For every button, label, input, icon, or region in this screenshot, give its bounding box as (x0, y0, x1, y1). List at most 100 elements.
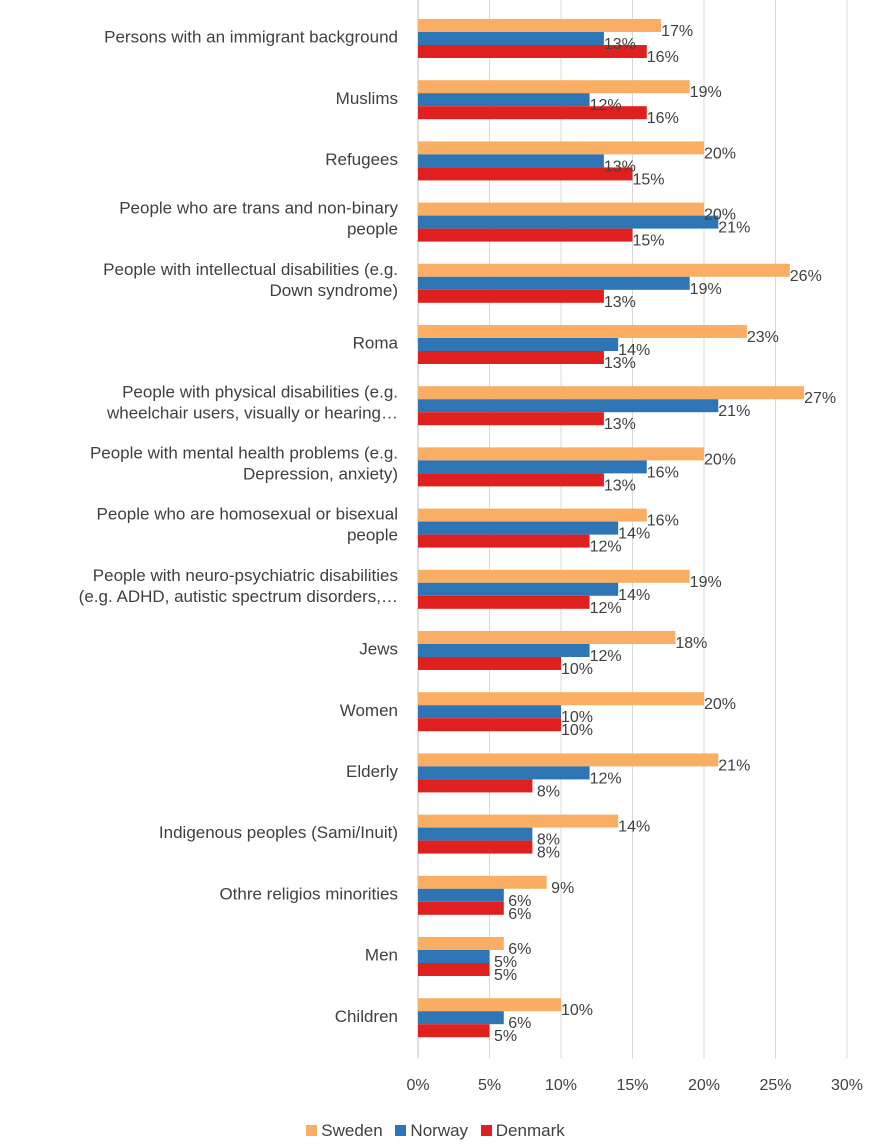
data-label-sweden: 20% (704, 451, 736, 468)
legend-item-denmark: Denmark (481, 1121, 565, 1141)
category-label: Children (335, 1007, 398, 1026)
bar-norway (418, 644, 590, 657)
category-label: Roma (353, 334, 399, 353)
bar-norway (418, 889, 504, 902)
bar-norway (418, 828, 532, 841)
data-label-norway: 16% (647, 464, 679, 481)
category-label: People with intellectual disabilities (e… (103, 260, 398, 279)
legend-item-norway: Norway (395, 1121, 468, 1141)
data-label-norway: 19% (690, 281, 722, 298)
data-label-sweden: 23% (747, 329, 779, 346)
bar-chart: Persons with an immigrant background Musl… (0, 0, 871, 1110)
data-label-sweden: 10% (561, 1002, 593, 1019)
x-tick-label: 5% (478, 1077, 501, 1094)
legend-label: Sweden (321, 1121, 382, 1140)
data-label-sweden: 19% (690, 84, 722, 101)
bar-sweden (418, 325, 747, 338)
bar-sweden (418, 692, 704, 705)
bar-sweden (418, 876, 547, 889)
category-label: Down syndrome) (270, 281, 399, 300)
category-label: Othre religios minorities (219, 884, 398, 903)
bar-sweden (418, 509, 647, 522)
data-label-denmark: 8% (537, 783, 560, 800)
bar-norway (418, 1011, 504, 1024)
data-label-denmark: 16% (647, 49, 679, 66)
data-label-denmark: 15% (632, 233, 664, 250)
bar-norway (418, 766, 590, 779)
category-label: Elderly (346, 762, 398, 781)
data-label-sweden: 20% (704, 145, 736, 162)
bar-denmark (418, 473, 604, 486)
category-label: Muslims (336, 89, 398, 108)
legend: Sweden Norway Denmark (0, 1121, 871, 1141)
data-label-denmark: 12% (590, 600, 622, 617)
data-label-denmark: 10% (561, 661, 593, 678)
category-label: Refugees (325, 150, 398, 169)
data-label-norway: 13% (604, 158, 636, 175)
data-label-norway: 14% (618, 587, 650, 604)
bar-norway (418, 277, 690, 290)
data-label-denmark: 13% (604, 477, 636, 494)
data-label-denmark: 13% (604, 294, 636, 311)
category-label: people (347, 526, 398, 545)
bar-denmark (418, 412, 604, 425)
data-label-denmark: 10% (561, 722, 593, 739)
category-label: Men (365, 946, 398, 965)
bar-sweden (418, 998, 561, 1011)
data-label-denmark: 5% (494, 967, 517, 984)
category-label: People who are trans and non-binary (119, 199, 398, 218)
data-label-sweden: 19% (690, 574, 722, 591)
legend-item-sweden: Sweden (306, 1121, 382, 1141)
category-label: People with mental health problems (e.g. (90, 444, 398, 463)
category-label: People with physical disabilities (e.g. (122, 382, 398, 401)
data-label-denmark: 15% (632, 171, 664, 188)
data-label-sweden: 21% (718, 757, 750, 774)
bar-norway (418, 216, 718, 229)
x-tick-label: 0% (406, 1077, 429, 1094)
data-label-norway: 12% (590, 97, 622, 114)
x-tick-label: 30% (831, 1077, 863, 1094)
category-label: People with neuro-psychiatric disabiliti… (93, 566, 398, 585)
category-label: Women (340, 701, 398, 720)
bar-sweden (418, 141, 704, 154)
x-tick-label: 10% (545, 1077, 577, 1094)
bar-norway (418, 32, 604, 45)
bar-denmark (418, 963, 490, 976)
legend-swatch-norway (395, 1125, 406, 1136)
bar-norway (418, 522, 618, 535)
bar-denmark (418, 902, 504, 915)
data-label-norway: 12% (590, 648, 622, 665)
category-label: Depression, anxiety) (243, 465, 398, 484)
bar-norway (418, 93, 590, 106)
data-label-denmark: 6% (508, 906, 531, 923)
data-label-norway: 21% (718, 220, 750, 237)
bar-denmark (418, 351, 604, 364)
bar-sweden (418, 753, 718, 766)
bar-denmark (418, 779, 532, 792)
bar-sweden (418, 631, 675, 644)
bar-sweden (418, 937, 504, 950)
category-label: Jews (359, 640, 398, 659)
data-label-denmark: 5% (494, 1028, 517, 1045)
bar-sweden (418, 386, 804, 399)
data-label-denmark: 16% (647, 110, 679, 127)
bar-norway (418, 705, 561, 718)
data-label-norway: 14% (618, 526, 650, 543)
bar-norway (418, 460, 647, 473)
data-label-denmark: 8% (537, 845, 560, 862)
category-label: (e.g. ADHD, autistic spectrum disorders,… (79, 587, 398, 606)
bar-norway (418, 950, 490, 963)
category-labels: Persons with an immigrant background Musl… (79, 28, 399, 1026)
data-label-denmark: 12% (590, 539, 622, 556)
bar-denmark (418, 290, 604, 303)
data-label-sweden: 14% (618, 819, 650, 836)
bar-norway (418, 154, 604, 167)
x-tick-label: 25% (759, 1077, 791, 1094)
bar-denmark (418, 1024, 490, 1037)
bar-sweden (418, 447, 704, 460)
bar-denmark (418, 229, 633, 242)
data-label-sweden: 20% (704, 696, 736, 713)
data-label-sweden: 27% (804, 390, 836, 407)
data-label-sweden: 9% (551, 880, 574, 897)
data-label-sweden: 16% (647, 513, 679, 530)
